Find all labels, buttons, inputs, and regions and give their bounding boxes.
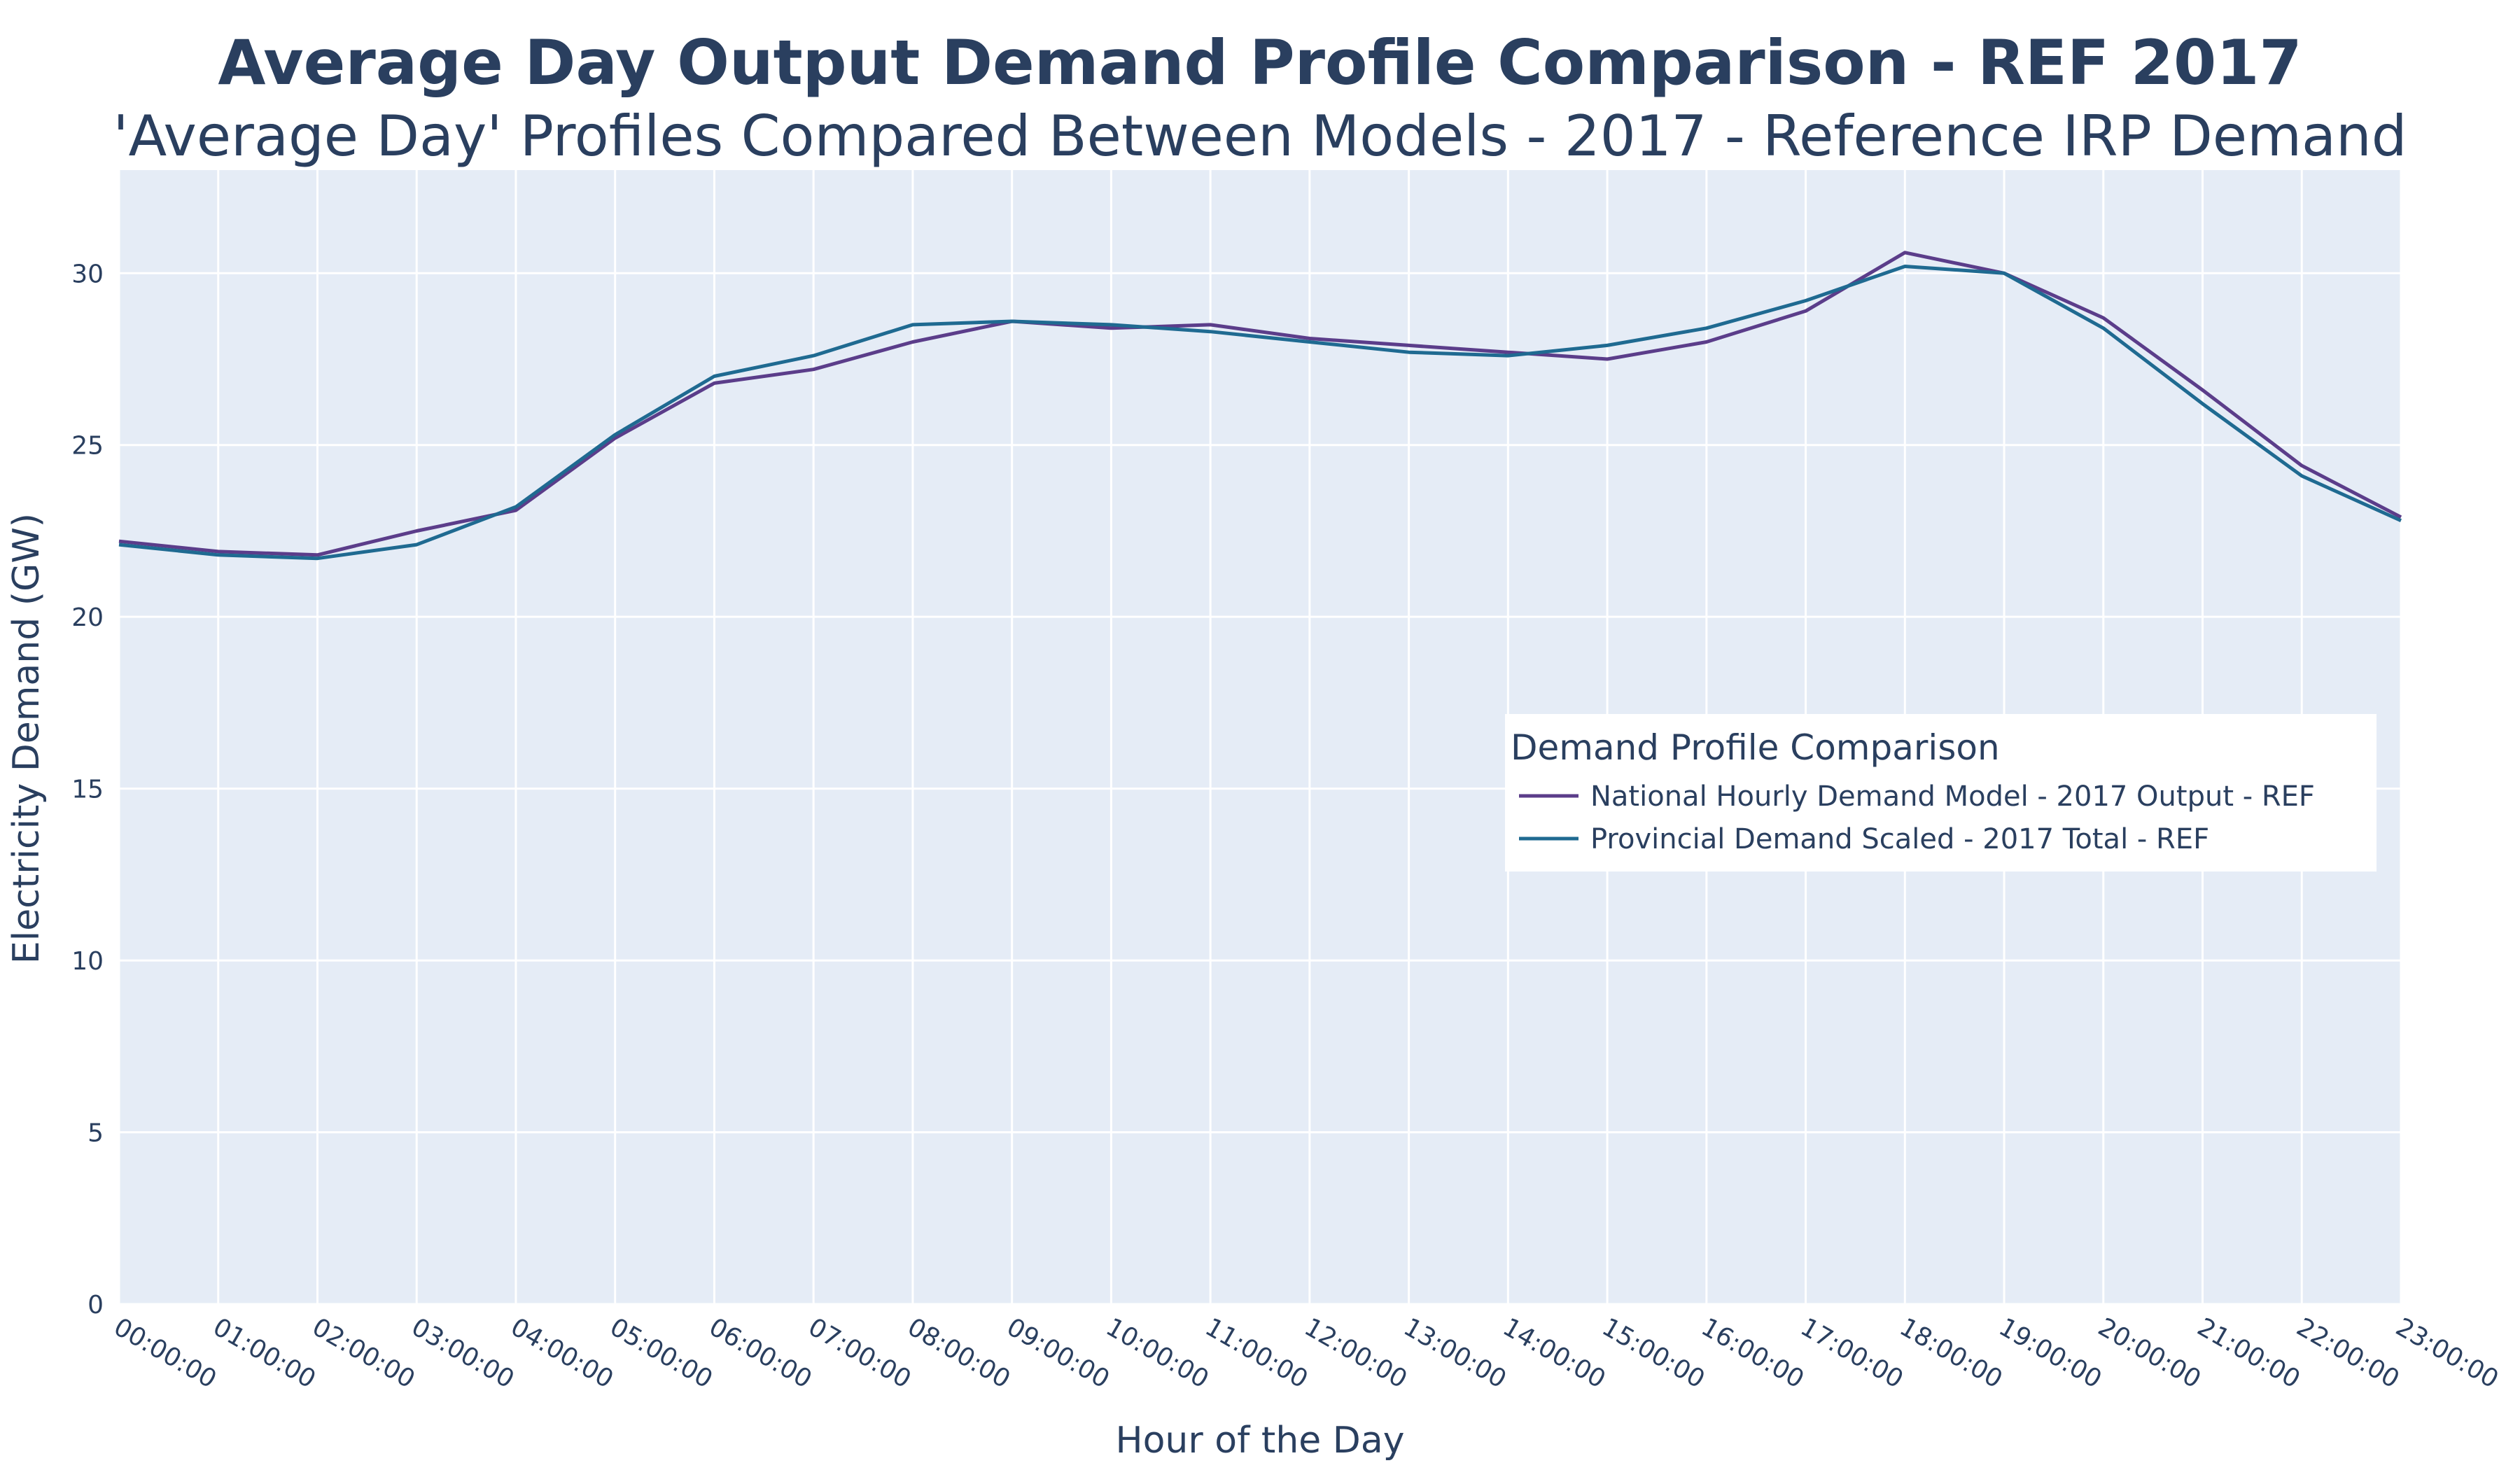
x-tick-label: 06:00:00 xyxy=(704,1312,817,1394)
x-tick-label: 12:00:00 xyxy=(1299,1312,1412,1394)
x-tick-label: 16:00:00 xyxy=(1696,1312,1809,1394)
y-tick-label: 5 xyxy=(88,1119,104,1148)
x-tick-label: 19:00:00 xyxy=(1994,1312,2107,1394)
legend-title: Demand Profile Comparison xyxy=(1511,727,2000,768)
chart-title: Average Day Output Demand Profile Compar… xyxy=(218,27,2302,99)
x-tick-label: 00:00:00 xyxy=(109,1312,222,1394)
x-tick-labels: 00:00:0001:00:0002:00:0003:00:0004:00:00… xyxy=(109,1312,2504,1394)
x-tick-label: 02:00:00 xyxy=(307,1312,420,1394)
x-tick-label: 04:00:00 xyxy=(505,1312,618,1394)
x-tick-label: 14:00:00 xyxy=(1498,1312,1611,1394)
x-tick-label: 05:00:00 xyxy=(605,1312,718,1394)
x-tick-label: 15:00:00 xyxy=(1597,1312,1710,1394)
x-tick-label: 18:00:00 xyxy=(1895,1312,2008,1394)
x-tick-label: 10:00:00 xyxy=(1101,1312,1214,1394)
x-tick-label: 11:00:00 xyxy=(1200,1312,1313,1394)
x-tick-label: 17:00:00 xyxy=(1795,1312,1908,1394)
x-tick-label: 13:00:00 xyxy=(1399,1312,1511,1394)
x-tick-label: 07:00:00 xyxy=(804,1312,916,1394)
legend-label-national: National Hourly Demand Model - 2017 Outp… xyxy=(1590,780,2315,813)
y-tick-label: 30 xyxy=(71,260,104,288)
x-tick-label: 20:00:00 xyxy=(2093,1312,2206,1394)
y-tick-labels: 0 5 10 15 20 25 30 xyxy=(71,260,104,1320)
y-tick-label: 10 xyxy=(71,947,104,976)
x-tick-label: 22:00:00 xyxy=(2292,1312,2404,1394)
y-tick-label: 20 xyxy=(71,603,104,632)
series-line-1 xyxy=(118,265,2402,561)
legend-label-provincial: Provincial Demand Scaled - 2017 Total - … xyxy=(1590,823,2209,855)
x-tick-label: 08:00:00 xyxy=(902,1312,1015,1394)
y-tick-label: 25 xyxy=(71,432,104,461)
x-tick-label: 21:00:00 xyxy=(2192,1312,2305,1394)
chart-subtitle: 'Average Day' Profiles Compared Between … xyxy=(113,104,2407,169)
x-axis-title: Hour of the Day xyxy=(1116,1420,1405,1462)
x-tick-label: 23:00:00 xyxy=(2391,1312,2504,1394)
y-tick-label: 15 xyxy=(71,776,104,804)
series-lines xyxy=(118,251,2402,561)
y-axis-title: Electricity Demand (GW) xyxy=(6,513,48,964)
legend-box xyxy=(1505,714,2376,872)
x-tick-label: 03:00:00 xyxy=(407,1312,519,1394)
x-tick-label: 09:00:00 xyxy=(1002,1312,1114,1394)
y-tick-label: 0 xyxy=(88,1291,104,1320)
legend: Demand Profile Comparison National Hourl… xyxy=(1505,714,2376,872)
x-tick-label: 01:00:00 xyxy=(208,1312,321,1394)
